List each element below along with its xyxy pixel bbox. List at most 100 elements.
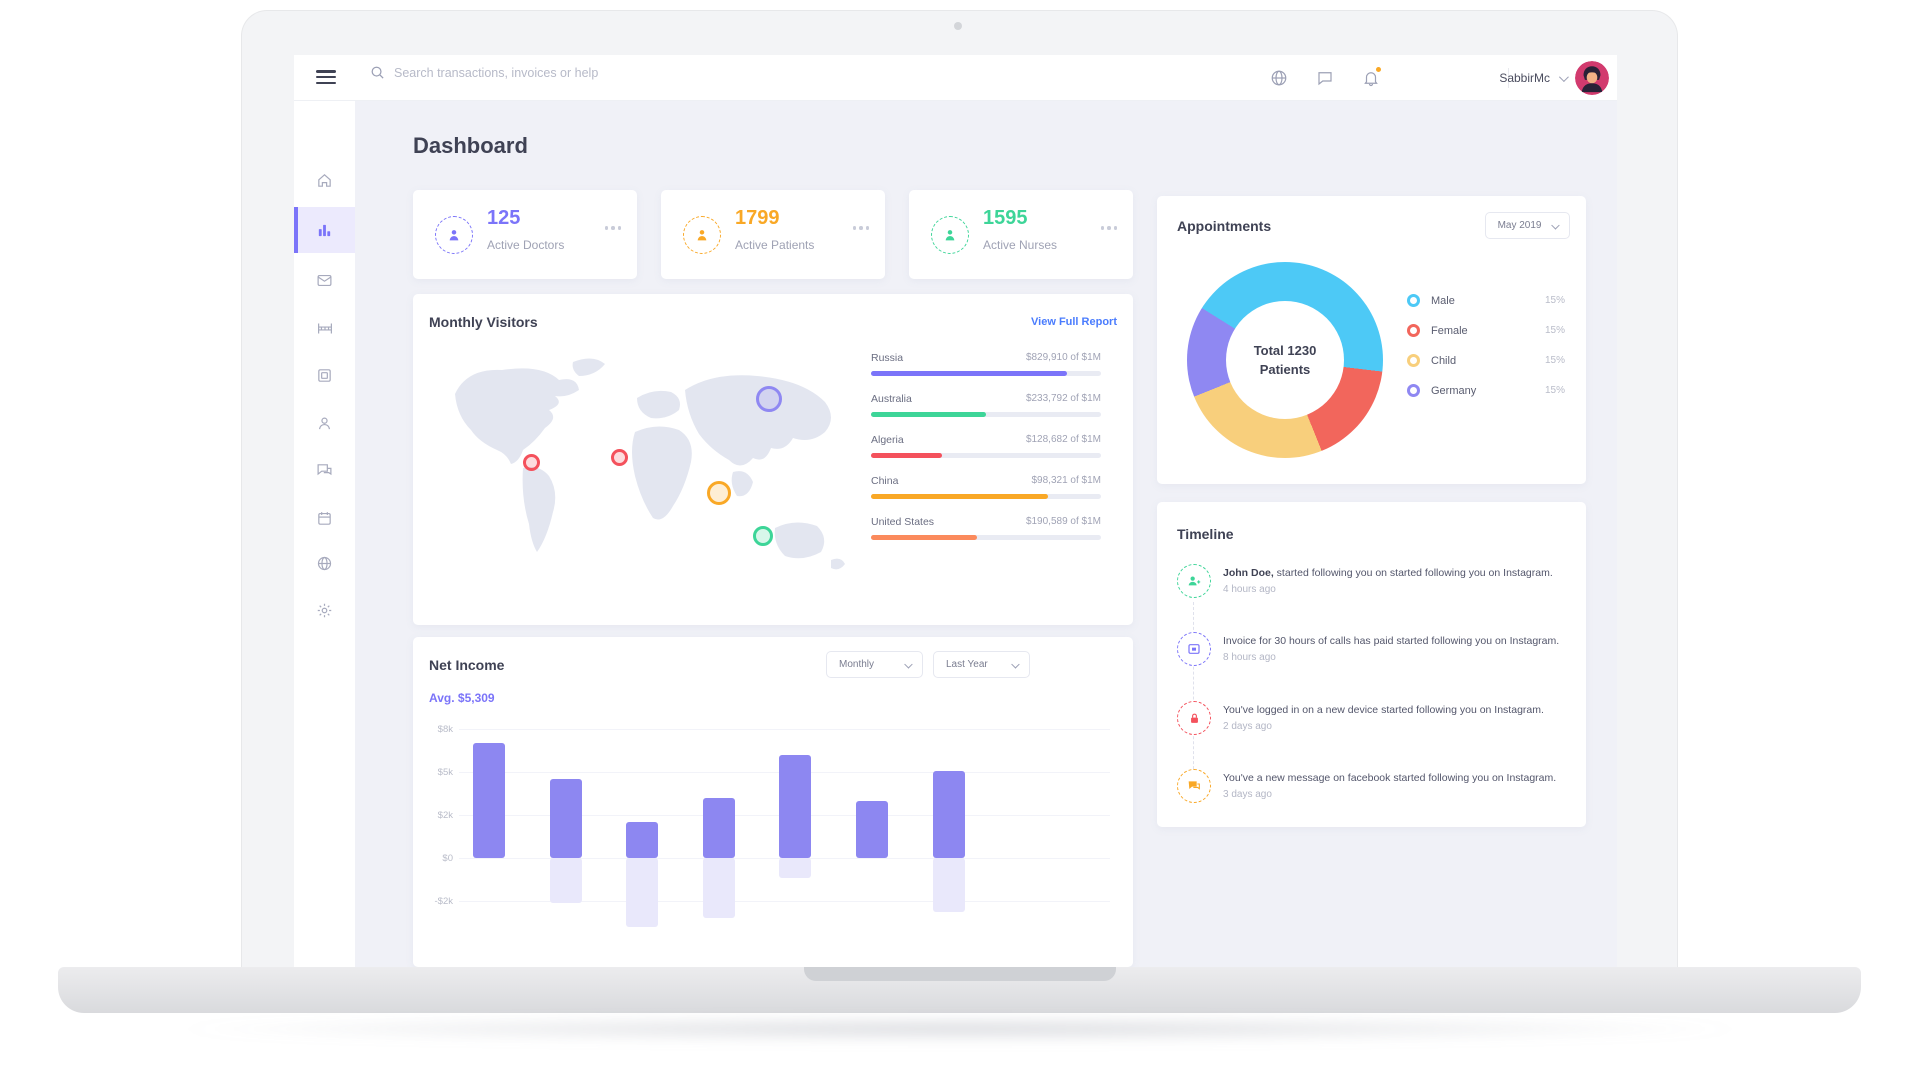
hospital-bed-icon	[317, 323, 332, 333]
sidebar-item-globe[interactable]	[294, 540, 355, 586]
appointments-card: Appointments May 2019 Total 1230 Patient…	[1157, 196, 1586, 484]
net-income-card: Net Income Avg. $5,309 Monthly Last Year…	[413, 637, 1133, 967]
legend-item: Female 15%	[1407, 324, 1565, 337]
divider	[1508, 68, 1509, 88]
view-full-report-link[interactable]: View Full Report	[1031, 316, 1117, 328]
more-icon[interactable]	[852, 226, 869, 230]
period-select[interactable]: May 2019	[1484, 212, 1570, 239]
search-icon	[371, 66, 384, 79]
bar	[473, 742, 505, 858]
chat-icon	[1177, 769, 1211, 803]
donut-center: Total 1230 Patients	[1226, 301, 1344, 419]
timeline-connector	[1193, 602, 1194, 784]
country-name: China	[871, 475, 899, 487]
y-axis-tick: $8k	[437, 724, 453, 735]
bar	[856, 801, 888, 858]
bar-shadow	[550, 858, 582, 903]
lock-icon	[1177, 701, 1211, 735]
country-progress-list: Russia $829,910 of $1M Australia $233,792 …	[871, 352, 1101, 557]
sidebar-item-hospital-bed[interactable]	[294, 305, 355, 351]
legend-pct: 15%	[1544, 355, 1565, 366]
sidebar-item-dashboard[interactable]	[294, 207, 355, 253]
range-value: Last Year	[946, 659, 988, 670]
more-icon[interactable]	[604, 226, 621, 230]
app-screen: SabbirMc	[294, 55, 1617, 967]
patients-donut-chart: Total 1230 Patients	[1187, 262, 1383, 458]
country-amount: $128,682 of $1M	[1025, 434, 1101, 445]
y-axis-tick: $2k	[437, 810, 453, 821]
legend-item: Child 15%	[1407, 354, 1565, 367]
sidebar-item-records[interactable]	[294, 352, 355, 398]
laptop-base	[58, 967, 1861, 1013]
country-row: United States $190,589 of $1M	[871, 516, 1101, 540]
legend-ring-icon	[1407, 294, 1420, 307]
hamburger-menu-icon[interactable]	[316, 70, 336, 86]
progress-track	[871, 494, 1101, 499]
bell-icon[interactable]	[1362, 66, 1382, 87]
bar	[550, 778, 582, 858]
stat-value: 1595	[983, 207, 1028, 229]
country-amount: $98,321 of $1M	[1031, 475, 1102, 486]
bar	[933, 771, 965, 858]
progress-track	[871, 453, 1101, 458]
nurse-icon	[931, 216, 969, 254]
user-menu[interactable]: SabbirMc	[1499, 55, 1609, 101]
y-axis-tick: $0	[442, 853, 453, 864]
range-select[interactable]: Last Year	[933, 651, 1030, 678]
progress-track	[871, 371, 1101, 376]
donut-label: Patients	[1259, 362, 1311, 377]
bar	[703, 798, 735, 858]
card-title: Net Income	[429, 657, 505, 673]
interval-select[interactable]: Monthly	[826, 651, 923, 678]
country-amount: $233,792 of $1M	[1025, 393, 1101, 404]
map-marker	[752, 526, 773, 546]
chat-icon[interactable]	[1316, 69, 1334, 87]
country-row: Russia $829,910 of $1M	[871, 352, 1101, 376]
monthly-visitors-card: Monthly Visitors View Full Report	[413, 294, 1133, 625]
world-map	[427, 346, 867, 596]
country-row: Algeria $128,682 of $1M	[871, 434, 1101, 458]
laptop-notch	[804, 967, 1116, 981]
event-time: 8 hours ago	[1223, 652, 1276, 663]
progress-fill	[871, 535, 977, 540]
sidebar-item-patients[interactable]	[294, 400, 355, 446]
search-input[interactable]	[394, 65, 814, 80]
bar-shadow	[779, 858, 811, 878]
topbar-icons	[1270, 55, 1382, 101]
chevron-down-icon	[1558, 71, 1569, 82]
more-icon[interactable]	[1100, 226, 1117, 230]
grid-line	[459, 901, 1110, 902]
chevron-down-icon	[1551, 220, 1559, 229]
stat-label: Active Nurses	[983, 238, 1058, 252]
bar-shadow	[703, 858, 735, 918]
sidebar-item-messages[interactable]	[294, 447, 355, 493]
sidebar-item-calendar[interactable]	[294, 495, 355, 541]
interval-value: Monthly	[839, 659, 875, 670]
user-icon	[318, 417, 331, 429]
legend-pct: 15%	[1544, 295, 1565, 306]
stat-value: 1799	[735, 207, 780, 229]
progress-fill	[871, 371, 1067, 376]
user-plus-icon	[1177, 564, 1211, 598]
card-title: Monthly Visitors	[429, 314, 538, 330]
event-text: Invoice for 30 hours of calls has paid s…	[1223, 635, 1560, 647]
notification-dot	[1375, 66, 1382, 73]
sidebar-item-settings[interactable]	[294, 587, 355, 633]
gear-icon	[317, 603, 332, 617]
doctor-icon	[435, 216, 473, 254]
globe-icon[interactable]	[1270, 69, 1288, 87]
bar-shadow	[933, 858, 965, 912]
map-marker	[610, 448, 628, 466]
country-name: Australia	[871, 393, 912, 405]
country-row: Australia $233,792 of $1M	[871, 393, 1101, 417]
country-row: China $98,321 of $1M	[871, 475, 1101, 499]
country-amount: $829,910 of $1M	[1025, 352, 1101, 363]
sidebar-item-home[interactable]	[294, 157, 355, 203]
donut-total: Total 1230	[1253, 343, 1317, 358]
map-marker	[706, 481, 731, 505]
home-icon	[318, 173, 331, 187]
avatar[interactable]	[1575, 61, 1609, 95]
stat-label: Active Patients	[735, 238, 815, 252]
bar	[779, 754, 811, 858]
sidebar-item-mail[interactable]	[294, 257, 355, 303]
